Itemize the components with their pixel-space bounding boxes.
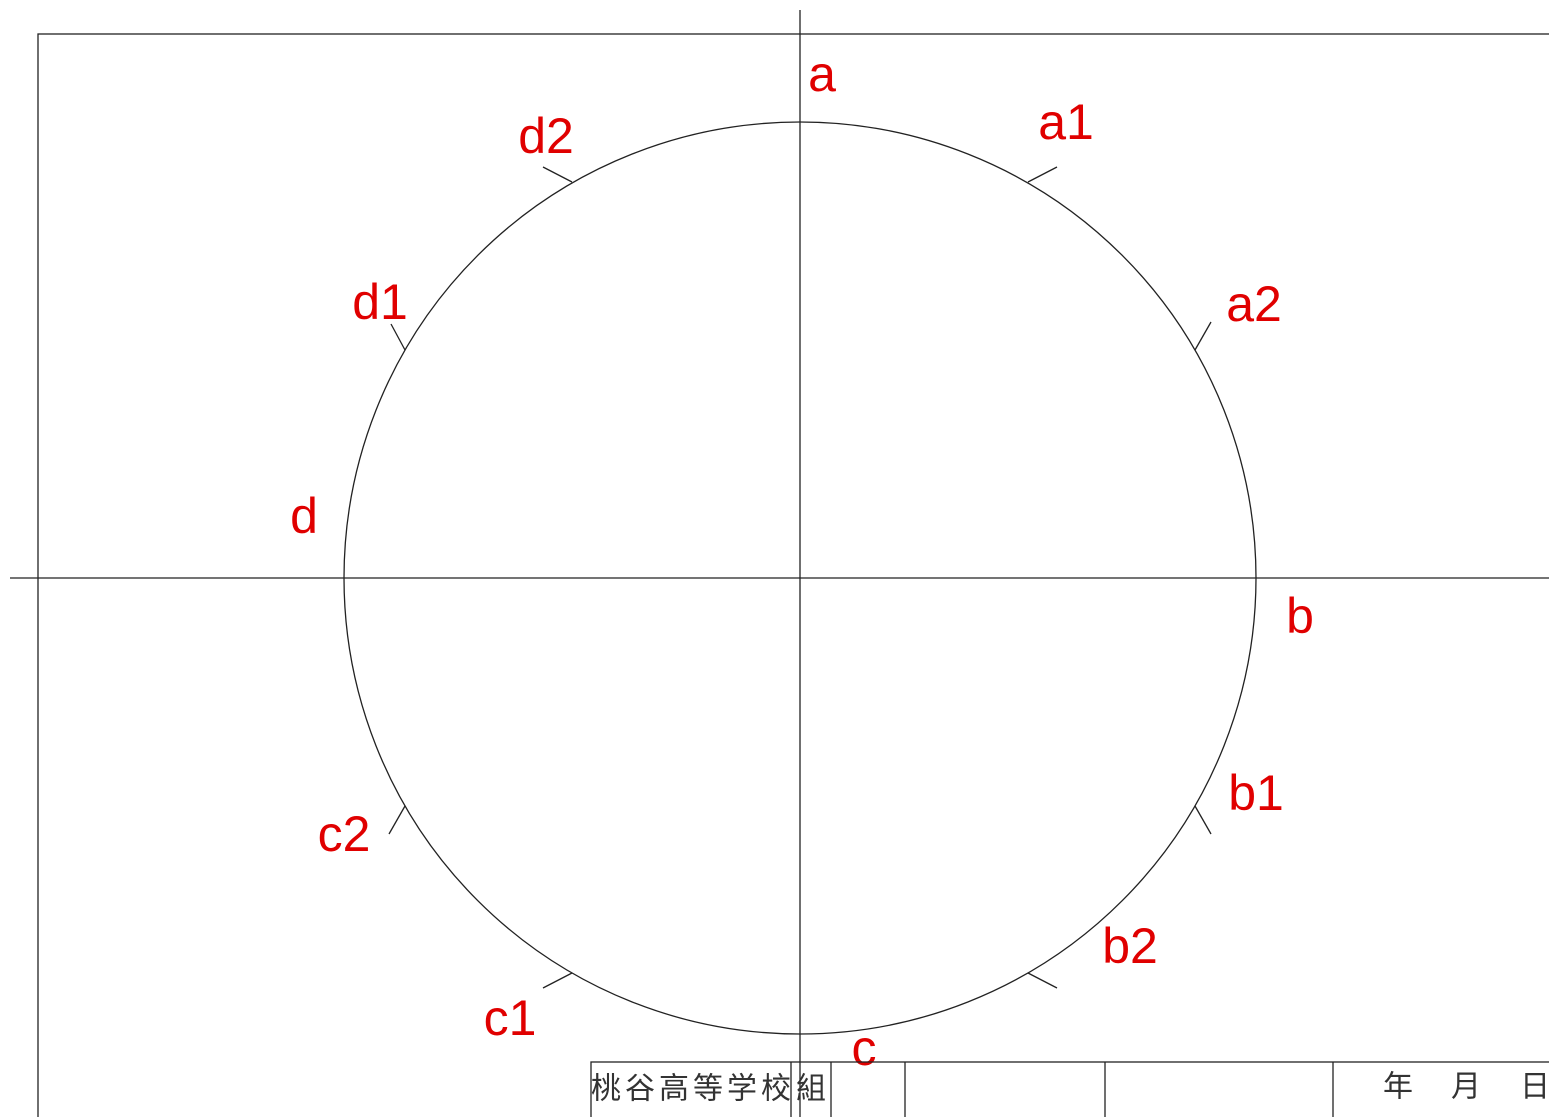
point-label: b2 <box>1102 918 1158 974</box>
tick <box>542 166 573 183</box>
tick <box>542 972 573 989</box>
point-label: b1 <box>1228 765 1284 821</box>
tick <box>1194 805 1212 835</box>
tick <box>388 805 406 835</box>
point-label: d1 <box>352 274 408 330</box>
point-label: a2 <box>1226 276 1282 332</box>
month-label: 月 <box>1451 1070 1481 1105</box>
class-label: 組 <box>796 1072 826 1107</box>
point-label: a1 <box>1038 94 1094 150</box>
point-label: d2 <box>518 108 574 164</box>
school-name: 桃谷高等学校 <box>591 1072 791 1107</box>
title-block: 桃谷高等学校 組 年 月 日 <box>590 1061 1549 1117</box>
point-label: c <box>852 1020 877 1076</box>
point-label: d <box>290 488 318 544</box>
day-label: 日 <box>1520 1070 1549 1105</box>
frame <box>37 33 1549 1117</box>
year-label: 年 <box>1383 1070 1413 1105</box>
point-labels: a a1 a2 b b1 b2 c c1 c2 d d1 d2 <box>290 46 1314 1076</box>
tick <box>1194 321 1212 351</box>
tick <box>390 323 406 351</box>
point-label: b <box>1286 588 1314 644</box>
circle <box>343 121 1257 1035</box>
point-label: a <box>808 46 836 102</box>
title-block-frame <box>590 1061 1549 1117</box>
tick <box>1027 166 1058 183</box>
point-label: c1 <box>484 990 537 1046</box>
ticks <box>388 166 1212 989</box>
point-label: c2 <box>318 806 371 862</box>
tick <box>1027 972 1058 989</box>
